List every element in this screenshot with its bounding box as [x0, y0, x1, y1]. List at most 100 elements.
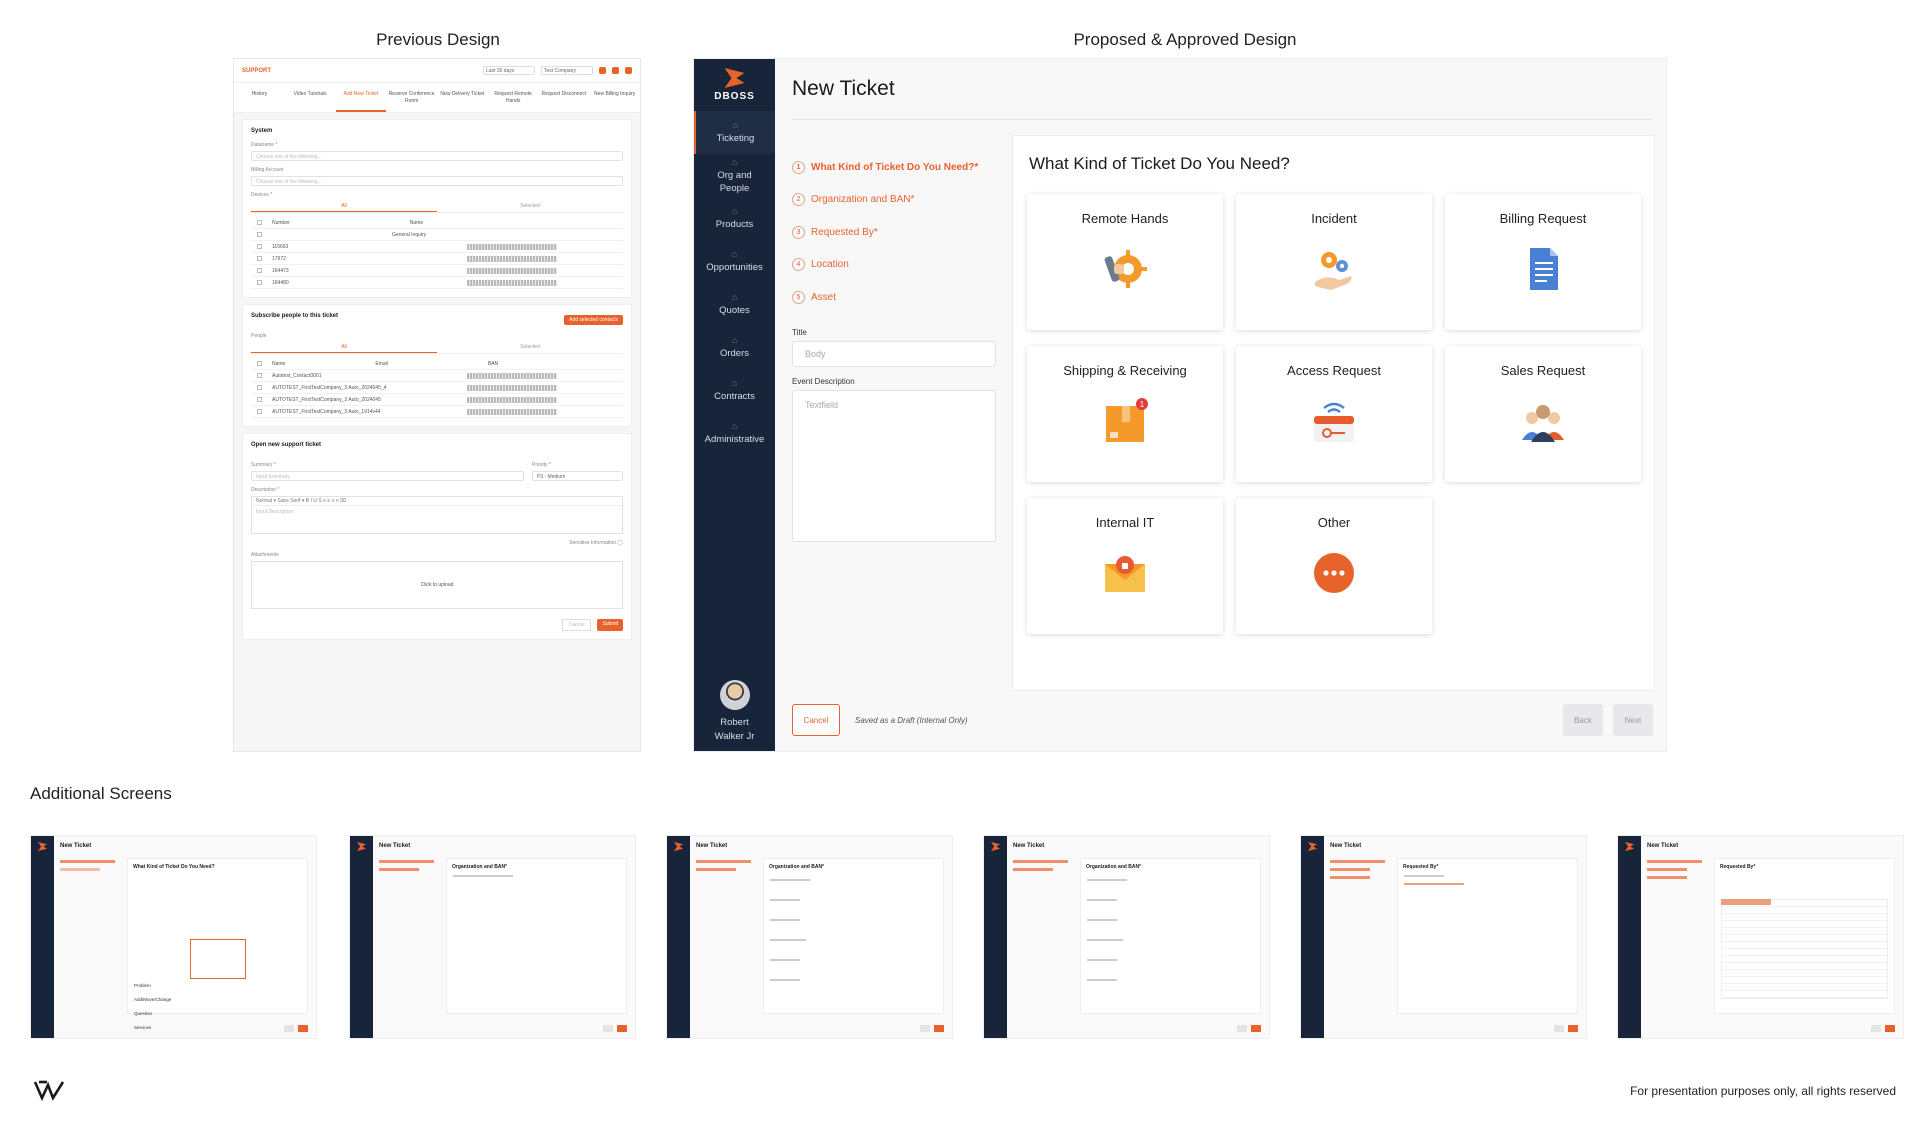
checkbox[interactable]	[257, 280, 262, 285]
previous-people-segment: All Selected	[251, 342, 623, 354]
back-button[interactable]: Back	[1563, 704, 1603, 736]
tile-access-request[interactable]: Access Request	[1236, 346, 1432, 482]
table-row[interactable]: Autotest_Contact0001	[251, 370, 623, 382]
tile-remote-hands[interactable]: Remote Hands	[1027, 194, 1223, 330]
thumb-panel-title: Organization and BAN*	[1086, 864, 1142, 870]
checkbox[interactable]	[257, 397, 262, 402]
sidebar-item-ticketing[interactable]: ⌂ Ticketing	[694, 111, 775, 154]
checkbox[interactable]	[257, 232, 262, 237]
checkbox[interactable]	[257, 268, 262, 273]
checkbox[interactable]	[257, 409, 262, 414]
upload-dropzone[interactable]: Click to upload	[251, 561, 623, 609]
home-icon: ⌂	[731, 335, 738, 346]
step-label: Organization and BAN*	[811, 194, 915, 206]
table-row[interactable]: AUTOTEST_FirstTestCompany_3 Auto_1914v44	[251, 406, 623, 418]
previous-tab-active[interactable]: Add New Ticket	[335, 83, 387, 112]
tile-shipping-receiving[interactable]: Shipping & Receiving 1	[1027, 346, 1223, 482]
previous-tab[interactable]: New Delivery Ticket	[440, 91, 485, 97]
table-row[interactable]: AUTOTEST_FirstTestCompany_3 Auto_2024045	[251, 394, 623, 406]
previous-billing-select[interactable]: Choose one of the following...	[251, 176, 623, 186]
alert-icon[interactable]	[612, 67, 619, 74]
sidebar-item-quotes[interactable]: ⌂ Quotes	[694, 283, 775, 326]
previous-tab[interactable]: Video Tutorials	[293, 91, 327, 97]
tile-incident[interactable]: Incident	[1236, 194, 1432, 330]
step-requested-by[interactable]: 3 Requested By*	[792, 216, 1002, 249]
next-button[interactable]: Next	[1613, 704, 1653, 736]
previous-tab[interactable]: Request Disconnect	[541, 91, 587, 97]
notification-badge: 1	[1140, 400, 1145, 409]
title-input[interactable]: Body	[792, 341, 996, 367]
previous-priority-select[interactable]: P3 - Medium	[532, 471, 623, 481]
sidebar-item-org-people[interactable]: ⌂ Org and People	[694, 154, 775, 197]
app-logo[interactable]: DBOSS	[694, 59, 775, 111]
home-icon: ⌂	[732, 120, 739, 131]
previous-tab[interactable]: History	[251, 91, 268, 97]
footer-note: For presentation purposes only, all righ…	[1630, 1084, 1896, 1098]
row-name: AUTOTEST_FirstTestCompany_3 Auto_1914v44	[272, 408, 381, 415]
user-profile[interactable]: Robert Walker Jr	[694, 680, 775, 743]
screen-thumbnail[interactable]: New Ticket Requested By*	[1617, 835, 1904, 1039]
sensitive-toggle[interactable]: Sensitive Information ◯	[569, 540, 623, 546]
table-row[interactable]: 164480	[251, 277, 623, 289]
table-row[interactable]: 116663	[251, 241, 623, 253]
tile-other[interactable]: Other	[1236, 498, 1432, 634]
cancel-button[interactable]: Cancel	[792, 704, 840, 736]
previous-dataname-select[interactable]: Choose one of the following...	[251, 151, 623, 161]
screen-thumbnail[interactable]: New Ticket What Kind of Ticket Do You Ne…	[30, 835, 317, 1039]
editor-toolbar[interactable]: Normal ▾ Sans Serif ▾ B I U S ≡ ≡ ≡ ≡ ⌧	[252, 497, 622, 506]
step-location[interactable]: 4 Location	[792, 249, 1002, 282]
thumb-title: New Ticket	[1647, 843, 1679, 849]
previous-seg-selected[interactable]: Selected	[520, 344, 540, 350]
previous-company-select[interactable]: Test Company	[541, 66, 593, 75]
step-ticket-type[interactable]: 1 What Kind of Ticket Do You Need?*	[792, 151, 1002, 184]
more-icon	[1314, 553, 1354, 593]
sensitive-label: Sensitive Information	[569, 540, 616, 546]
sidebar-item-administrative[interactable]: ⌂ Administrative	[694, 412, 775, 455]
table-row[interactable]: 17972	[251, 253, 623, 265]
screen-thumbnail[interactable]: New Ticket Requested By*	[1300, 835, 1587, 1039]
previous-tab[interactable]: New Billing Inquiry	[594, 91, 636, 97]
sidebar-item-products[interactable]: ⌂ Products	[694, 197, 775, 240]
table-row[interactable]: General Inquiry	[251, 229, 623, 241]
previous-tab[interactable]: Reserve Conference Room	[388, 91, 435, 104]
event-description-textarea[interactable]: Textfield	[792, 390, 996, 542]
proposed-design-app: DBOSS ⌂ Ticketing ⌂ Org and People ⌂ Produc…	[693, 58, 1667, 752]
previous-seg-selected[interactable]: Selected	[520, 203, 540, 209]
table-row[interactable]: AUTOTEST_FirstTestCompany_3 Auto_2024045…	[251, 382, 623, 394]
tile-billing-request[interactable]: Billing Request	[1445, 194, 1641, 330]
previous-billing-label: Billing Account	[251, 167, 284, 173]
sidebar-item-contracts[interactable]: ⌂ Contracts	[694, 369, 775, 412]
previous-date-select[interactable]: Last 30 days	[483, 66, 535, 75]
table-row[interactable]: 164473	[251, 265, 623, 277]
previous-summary-label: Summary *	[251, 462, 276, 468]
checkbox[interactable]	[257, 256, 262, 261]
previous-seg-all[interactable]: All	[251, 342, 437, 353]
checkbox[interactable]	[257, 361, 262, 366]
previous-tab[interactable]: Request Remote Hands	[494, 91, 532, 104]
screen-thumbnail[interactable]: New Ticket Organization and BAN*	[666, 835, 953, 1039]
step-organization-ban[interactable]: 2 Organization and BAN*	[792, 184, 1002, 217]
ticket-type-panel: What Kind of Ticket Do You Need? Remote …	[1012, 135, 1655, 691]
screen-thumbnail[interactable]: New Ticket Organization and BAN*	[349, 835, 636, 1039]
sidebar-item-orders[interactable]: ⌂ Orders	[694, 326, 775, 369]
checkbox[interactable]	[257, 244, 262, 249]
add-contacts-button[interactable]: Add selected contacts	[564, 315, 623, 325]
checkbox[interactable]	[257, 373, 262, 378]
previous-cancel-button[interactable]: Cancel	[561, 619, 592, 631]
tile-sales-request[interactable]: Sales Request	[1445, 346, 1641, 482]
screen-thumbnail[interactable]: New Ticket Organization and BAN*	[983, 835, 1270, 1039]
checkbox[interactable]	[257, 385, 262, 390]
previous-seg-all[interactable]: All	[251, 201, 437, 212]
step-label: Asset	[811, 291, 837, 303]
sidebar-item-opportunities[interactable]: ⌂ Opportunities	[694, 240, 775, 283]
tile-internal-it[interactable]: Internal IT	[1027, 498, 1223, 634]
mail-icon[interactable]	[599, 67, 606, 74]
previous-summary-input[interactable]: Input Summary	[251, 471, 524, 481]
previous-submit-button[interactable]: Submit	[597, 619, 623, 631]
thumb-title: New Ticket	[1013, 843, 1045, 849]
checkbox[interactable]	[257, 220, 262, 225]
step-asset[interactable]: 5 Asset	[792, 281, 1002, 314]
home-icon: ⌂	[731, 156, 738, 167]
previous-description-editor[interactable]: Normal ▾ Sans Serif ▾ B I U S ≡ ≡ ≡ ≡ ⌧ …	[251, 496, 623, 534]
user-icon[interactable]	[625, 67, 632, 74]
